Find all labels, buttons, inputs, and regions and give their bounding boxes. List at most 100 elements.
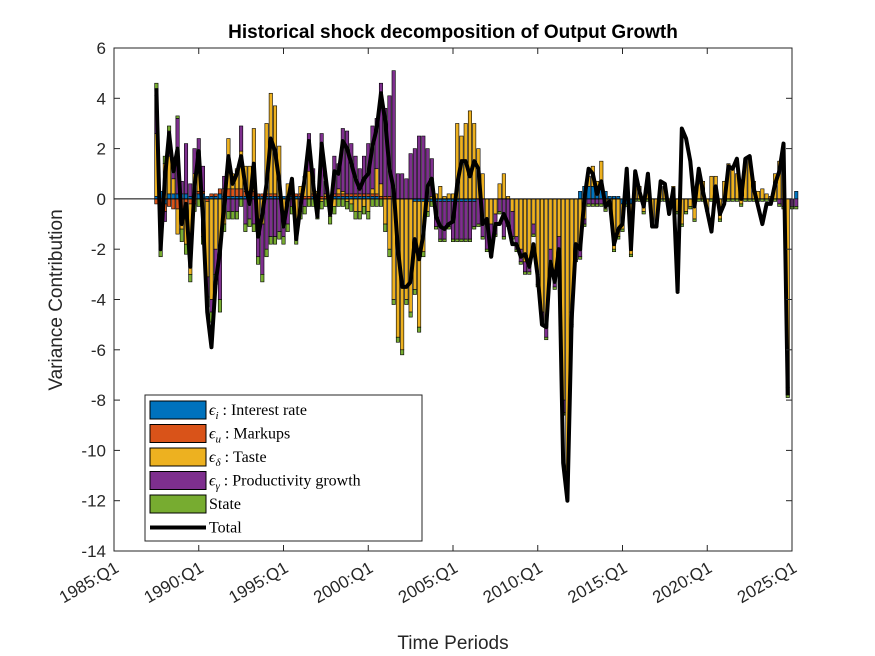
bar-segment xyxy=(417,201,422,328)
bar-segment xyxy=(497,211,502,215)
bar-segment xyxy=(378,82,383,185)
bar-segment xyxy=(395,173,400,200)
bar-segment xyxy=(578,256,583,260)
legend-swatch xyxy=(149,424,207,443)
bar-segment xyxy=(590,203,595,207)
bar-segment xyxy=(777,203,782,207)
bar-segment xyxy=(417,135,422,200)
bar-segment xyxy=(595,198,600,205)
bar-segment xyxy=(544,336,549,341)
bar-segment xyxy=(366,211,371,220)
bar-segment xyxy=(362,193,367,197)
bar-segment xyxy=(167,193,172,200)
bar-segment xyxy=(175,208,180,235)
bar-segment xyxy=(336,198,341,207)
bar-segment xyxy=(171,178,176,195)
bar-segment xyxy=(383,223,388,232)
bar-segment xyxy=(684,198,689,212)
bar-segment xyxy=(497,183,502,200)
bar-segment xyxy=(395,336,400,343)
bar-segment xyxy=(794,191,799,200)
bar-segment xyxy=(302,206,307,215)
bar-segment xyxy=(739,203,744,207)
bar-segment xyxy=(641,211,646,215)
bar-segment xyxy=(459,238,464,242)
bar-segment xyxy=(620,228,625,232)
bar-segment xyxy=(260,274,265,283)
bar-segment xyxy=(217,193,222,200)
bar-segment xyxy=(273,193,278,197)
bar-segment xyxy=(234,211,239,220)
bar-segment xyxy=(370,193,375,197)
bar-segment xyxy=(421,135,426,200)
bar-segment xyxy=(349,203,354,212)
bar-segment xyxy=(717,218,722,222)
bar-segment xyxy=(531,233,536,237)
bar-segment xyxy=(285,223,290,232)
bar-segment xyxy=(463,238,468,242)
bar-segment xyxy=(438,238,443,242)
bar-segment xyxy=(455,238,460,242)
bar-segment xyxy=(234,188,239,197)
bar-segment xyxy=(412,289,417,295)
bar-segment xyxy=(239,188,244,197)
bar-segment xyxy=(357,198,362,212)
bar-segment xyxy=(446,193,451,200)
legend-swatch xyxy=(149,447,207,467)
bar-segment xyxy=(247,218,252,227)
bar-segment xyxy=(497,198,502,212)
bar-segment xyxy=(188,183,193,197)
legend-label: ϵγ : Productivity growth xyxy=(209,473,361,493)
bar-segment xyxy=(489,198,494,225)
bar-segment xyxy=(408,311,413,318)
legend-swatch xyxy=(149,471,207,490)
bar-segment xyxy=(234,198,239,212)
bar-segment xyxy=(709,175,714,200)
bar-segment xyxy=(412,148,417,200)
bar-segment xyxy=(378,198,383,207)
legend-label: ϵδ : Taste xyxy=(209,449,267,469)
bar-segment xyxy=(302,198,307,207)
bar-segment xyxy=(273,198,278,237)
bar-segment xyxy=(239,125,244,152)
bar-segment xyxy=(408,153,413,200)
bar-segment xyxy=(391,299,396,305)
bar-segment xyxy=(730,165,735,200)
bar-segment xyxy=(184,143,189,195)
bar-segment xyxy=(306,170,311,197)
legend-swatch xyxy=(149,400,207,420)
bar-segment xyxy=(442,238,447,242)
bar-segment xyxy=(213,198,218,250)
bar-segment xyxy=(217,188,222,195)
bar-segment xyxy=(217,299,222,313)
y-tick-label: -2 xyxy=(91,240,106,259)
bar-segment xyxy=(230,198,235,212)
bar-segment xyxy=(603,208,608,212)
bar-segment xyxy=(573,198,578,250)
bar-segment xyxy=(345,130,350,195)
bar-segment xyxy=(518,261,523,265)
bar-segment xyxy=(340,198,345,207)
total-line xyxy=(154,88,790,503)
bar-segment xyxy=(273,236,278,245)
bar-segment xyxy=(434,226,439,230)
bar-segment xyxy=(467,201,472,240)
bar-segment xyxy=(514,198,519,237)
bar-segment xyxy=(370,188,375,195)
bar-segment xyxy=(467,238,472,242)
bar-segment xyxy=(349,193,354,197)
y-tick-label: 2 xyxy=(97,140,106,159)
bar-segment xyxy=(171,193,176,200)
bar-segment xyxy=(243,198,248,225)
bar-segment xyxy=(226,198,231,212)
bar-segment xyxy=(378,183,383,197)
bar-segment xyxy=(319,201,324,210)
bar-segment xyxy=(400,173,405,200)
y-tick-label: -12 xyxy=(81,492,106,511)
bar-segment xyxy=(251,223,256,232)
bar-segment xyxy=(684,211,689,215)
bar-segment xyxy=(340,193,345,197)
bar-segment xyxy=(785,394,790,398)
bar-segment xyxy=(527,271,532,275)
